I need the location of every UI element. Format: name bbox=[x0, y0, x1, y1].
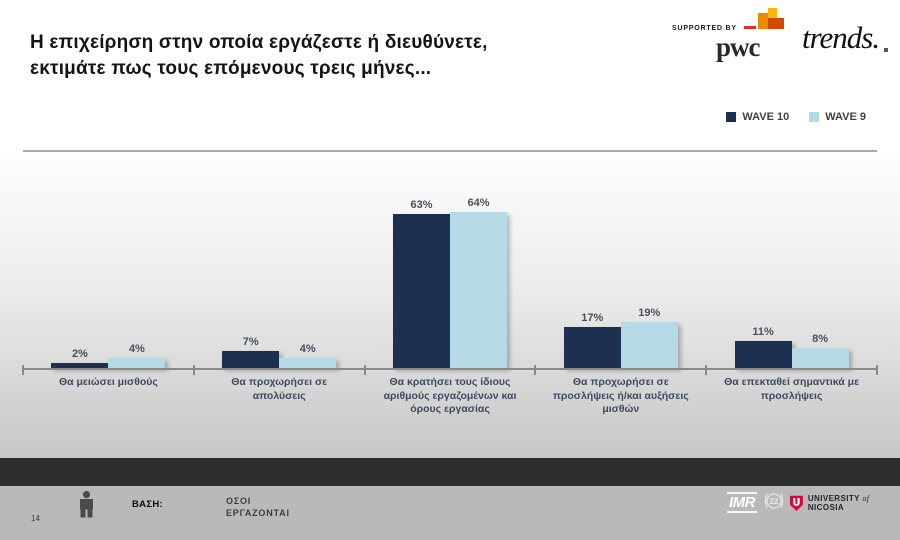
bar-wave-9 bbox=[279, 358, 337, 368]
anniversary-number: 22 bbox=[770, 497, 779, 506]
base-label: ΒΑΣΗ: bbox=[132, 499, 163, 510]
university-word: NICOSIA bbox=[807, 503, 844, 512]
value-label: 64% bbox=[467, 197, 490, 209]
value-label: 11% bbox=[752, 326, 774, 338]
footer: 14 ΒΑΣΗ: ΟΣΟΙ ΕΡΓΑΖΟΝΤΑΙ IMR 22 bbox=[0, 486, 900, 540]
supported-by-label: SUPPORTED BY bbox=[672, 25, 737, 32]
chart-region: 2% 4% 7% 4% 63% 64% 17% 19% 11% 8% Θα μειώσει μισ… bbox=[0, 152, 900, 458]
unic-shield-icon bbox=[790, 495, 803, 511]
value-label: 2% bbox=[71, 348, 88, 360]
bar-group: 63% 64% bbox=[365, 152, 536, 368]
imr-logo-topline bbox=[727, 492, 757, 494]
value-label: 8% bbox=[812, 333, 829, 345]
value-label: 4% bbox=[299, 343, 316, 355]
value-label: 17% bbox=[581, 312, 604, 324]
bar-group: 2% 4% bbox=[23, 152, 194, 368]
category-label: Θα κρατήσει τους ίδιους αριθμούς εργαζομ… bbox=[383, 376, 517, 416]
category-label: Θα προχωρήσει σε απολύσεις bbox=[231, 376, 328, 402]
bar-wave-10 bbox=[563, 327, 621, 368]
base-value: ΟΣΟΙ ΕΡΓΑΖΟΝΤΑΙ bbox=[226, 496, 290, 519]
x-axis bbox=[22, 365, 878, 375]
axis-tick bbox=[363, 365, 366, 375]
university-of: of bbox=[862, 494, 870, 503]
university-name: UNIVERSITY of NICOSIA bbox=[808, 494, 900, 512]
bar-wave-10 bbox=[734, 341, 792, 368]
bar-wave-9 bbox=[108, 358, 166, 368]
legend-swatch bbox=[809, 112, 820, 122]
legend-item: WAVE 9 bbox=[809, 111, 866, 123]
pwc-logo-mark-icon bbox=[744, 8, 788, 39]
category-label: Θα προχωρήσει σε προσλήψεις ή/και αυξήσε… bbox=[552, 376, 689, 416]
value-label: 19% bbox=[638, 307, 661, 319]
imr-logo-bottomline bbox=[727, 511, 757, 513]
value-label: 63% bbox=[410, 199, 433, 211]
bar-wave-10 bbox=[392, 214, 450, 368]
footer-dark-strip bbox=[0, 458, 900, 486]
page-number: 14 bbox=[31, 514, 40, 523]
bar-wave-9 bbox=[791, 348, 849, 368]
header-divider bbox=[23, 150, 877, 152]
legend-label: WAVE 9 bbox=[825, 111, 866, 123]
university-word: UNIVERSITY bbox=[807, 494, 860, 503]
category-label: Θα επεκταθεί σημαντικά με προσλήψεις bbox=[724, 376, 860, 402]
imr-logo: IMR bbox=[725, 491, 759, 514]
pwc-logo: pwc bbox=[716, 32, 760, 62]
trends-trademark-icon bbox=[884, 48, 888, 52]
bar-wave-9 bbox=[449, 212, 507, 368]
axis-tick bbox=[876, 365, 878, 375]
bar-wave-9 bbox=[620, 322, 678, 368]
anniversary-wreath-icon: 22 bbox=[762, 489, 786, 518]
person-icon bbox=[76, 491, 97, 523]
bar-wave-10 bbox=[51, 363, 109, 368]
plot-area: 2% 4% 7% 4% 63% 64% 17% 19% 11% 8% bbox=[23, 152, 877, 368]
axis-tick bbox=[192, 365, 195, 375]
bar-group: 7% 4% bbox=[194, 152, 365, 368]
legend: WAVE 10 WAVE 9 bbox=[726, 111, 866, 123]
axis-tick bbox=[534, 365, 537, 375]
category-label: Θα μειώσει μισθούς bbox=[58, 376, 158, 388]
trends-logo: trends. bbox=[802, 20, 880, 55]
bar-wave-10 bbox=[222, 351, 280, 368]
bar-group: 11% 8% bbox=[706, 152, 877, 368]
axis-tick bbox=[705, 365, 708, 375]
legend-label: WAVE 10 bbox=[742, 111, 790, 123]
imr-logo-text: IMR bbox=[729, 494, 756, 511]
bar-group: 17% 19% bbox=[535, 152, 706, 368]
university-logo: UNIVERSITY of NICOSIA bbox=[790, 494, 900, 512]
value-label: 7% bbox=[242, 336, 259, 348]
legend-item: WAVE 10 bbox=[726, 111, 789, 123]
value-label: 4% bbox=[128, 343, 145, 355]
page-title: Η επιχείρηση στην οποία εργάζεστε ή διευ… bbox=[30, 32, 488, 79]
legend-swatch bbox=[726, 112, 737, 122]
category-labels: Θα μειώσει μισθούς Θα προχωρήσει σε απολύ… bbox=[23, 376, 877, 417]
axis-tick bbox=[22, 365, 24, 375]
